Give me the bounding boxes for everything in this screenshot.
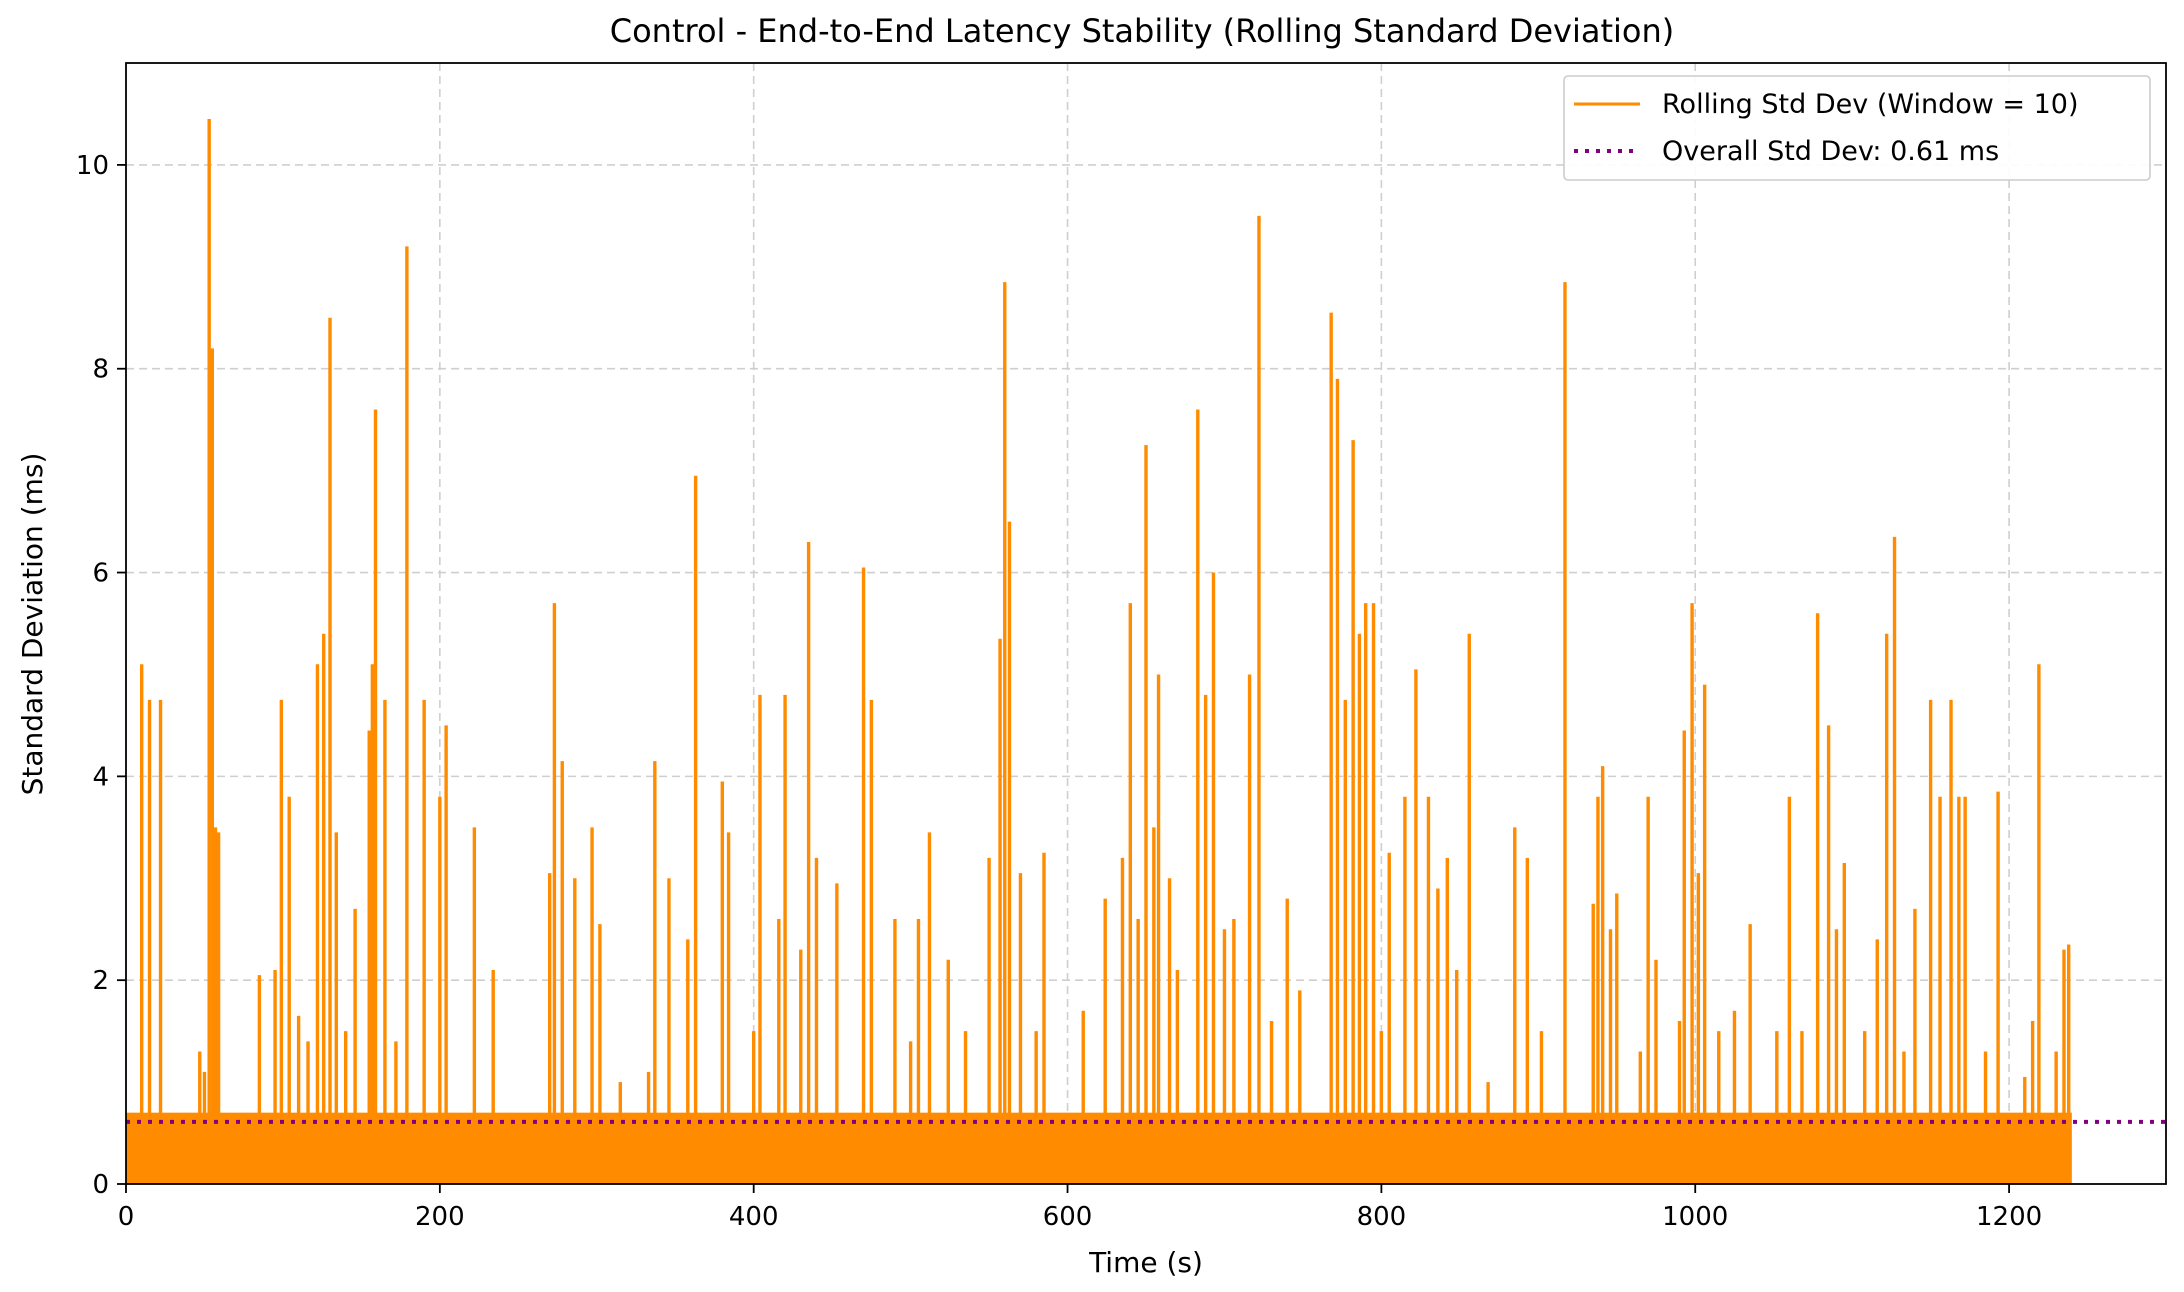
x-tick-label: 0	[118, 1202, 135, 1232]
x-axis-label: Time (s)	[1088, 1246, 1203, 1279]
y-tick-label: 4	[92, 762, 109, 792]
legend-box	[1563, 75, 2151, 181]
axis-ticks: 0 200 400 600 800 1000 1200 0 2 4 6 8 10	[76, 151, 2042, 1232]
rolling-std-baseline-band	[126, 1112, 2072, 1184]
y-axis-label: Standard Deviation (ms)	[16, 453, 49, 796]
legend: Rolling Std Dev (Window = 10) Overall St…	[1563, 75, 2151, 181]
x-tick-label: 1200	[1976, 1202, 2042, 1232]
y-tick-label: 6	[92, 559, 109, 589]
legend-overall-std-label: Overall Std Dev: 0.61 ms	[1662, 136, 1999, 167]
x-tick-label: 600	[1043, 1202, 1093, 1232]
legend-rolling-std-label: Rolling Std Dev (Window = 10)	[1662, 89, 2078, 120]
x-tick-label: 1000	[1662, 1202, 1728, 1232]
x-tick-label: 400	[729, 1202, 779, 1232]
y-tick-label: 8	[92, 355, 109, 385]
plot-area	[126, 119, 2166, 1184]
chart-title: Control - End-to-End Latency Stability (…	[610, 12, 1675, 50]
y-tick-label: 0	[92, 1170, 109, 1200]
plot-frame	[125, 62, 2167, 1185]
x-tick-label: 200	[415, 1202, 465, 1232]
x-tick-label: 800	[1357, 1202, 1407, 1232]
y-tick-label: 2	[92, 966, 109, 996]
y-tick-label: 10	[76, 151, 109, 181]
